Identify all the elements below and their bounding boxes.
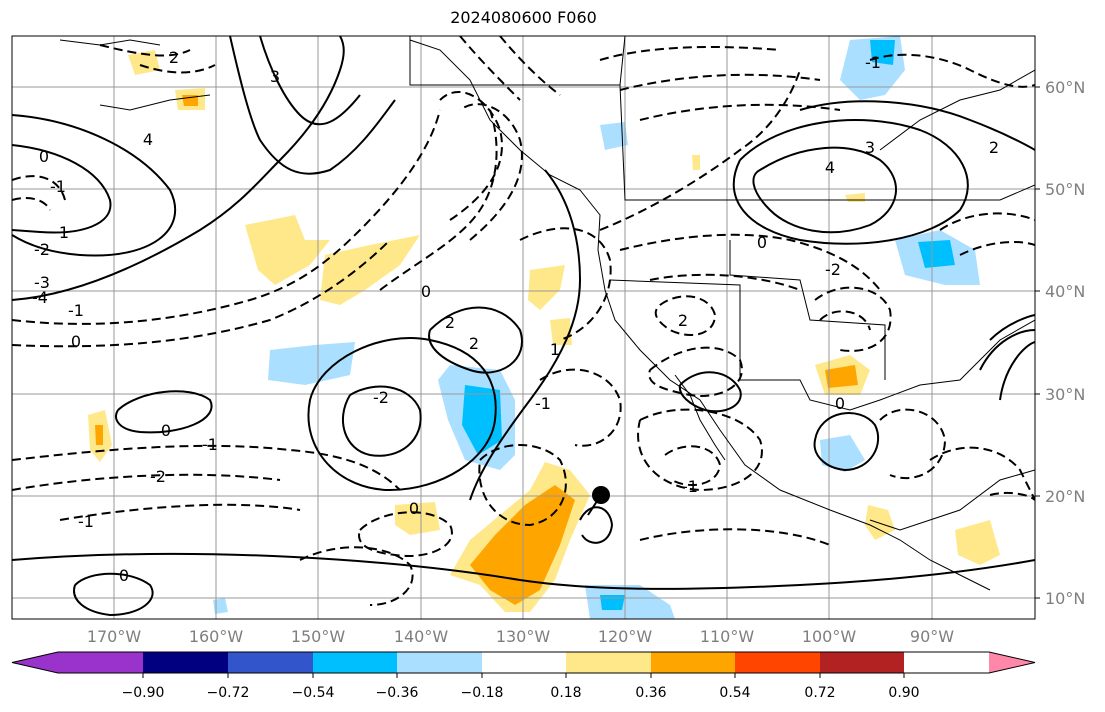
contour-label: 0 — [161, 421, 171, 440]
contour-label: -3 — [34, 273, 50, 292]
colorbar-swatch — [58, 652, 143, 673]
lat-label: 20°N — [1045, 487, 1085, 506]
colorbar-swatch — [397, 652, 482, 673]
anomaly-shading — [88, 36, 1000, 619]
lon-label: 100°W — [802, 627, 857, 646]
colorbar-tick-label: 0.90 — [888, 685, 919, 701]
contours-dashed — [12, 36, 1035, 606]
lon-label: 90°W — [910, 627, 954, 646]
colorbar-swatch — [989, 652, 1035, 673]
contour-label: -1 — [68, 301, 84, 320]
colorbar-tick-label: 0.72 — [804, 685, 835, 701]
contour-label: 2 — [445, 313, 455, 332]
colorbar-swatch — [228, 652, 313, 673]
contour-label: 0 — [409, 499, 419, 518]
colorbar-tick-label: 0.54 — [719, 685, 750, 701]
contour-label: 2 — [678, 311, 688, 330]
colorbar-tick-label: −0.54 — [292, 685, 335, 701]
colorbar-tick-label: −0.90 — [122, 685, 165, 701]
contour-label: 2 — [989, 138, 999, 157]
lat-label: 30°N — [1045, 385, 1085, 404]
longitude-labels: 170°W 160°W 150°W 140°W 130°W 120°W 110°… — [87, 627, 954, 646]
contour-label: -2 — [150, 467, 166, 486]
colorbar-tick-labels: −0.90 −0.72 −0.54 −0.36 −0.18 0.18 0.36 … — [122, 685, 920, 701]
contour-label: 0 — [39, 147, 49, 166]
contour-label: -2 — [825, 260, 841, 279]
lon-label: 130°W — [496, 627, 551, 646]
contour-label: -1 — [50, 177, 66, 196]
map-frame — [11, 35, 1036, 620]
contour-label: 3 — [270, 67, 280, 86]
contour-label: -1 — [535, 394, 551, 413]
colorbar — [11, 651, 1036, 678]
contour-label: -1 — [78, 512, 94, 531]
contour-label: 4 — [825, 158, 835, 177]
contour-label: 2 — [469, 334, 479, 353]
contour-labels: 2 0 -1 4 3 1 -2 -3 -4 0 -1 2 -2 0 -1 -2 … — [32, 48, 999, 585]
lon-label: 160°W — [189, 627, 244, 646]
colorbar-swatch — [482, 652, 566, 673]
colorbar-outline — [11, 651, 1036, 674]
colorbar-swatch — [143, 652, 228, 673]
contour-label: 0 — [757, 233, 767, 252]
contour-label: 0 — [119, 566, 129, 585]
colorbar-tick-label: 0.18 — [550, 685, 581, 701]
storm-position-marker — [587, 486, 610, 516]
colorbar-swatch — [735, 652, 820, 673]
contour-label: 3 — [865, 138, 875, 157]
contour-label: -1 — [865, 53, 881, 72]
contour-label: -1 — [682, 477, 698, 496]
contour-label: -1 — [202, 435, 218, 454]
contour-label: 1 — [59, 223, 69, 242]
lon-label: 150°W — [291, 627, 346, 646]
colorbar-tick-label: −0.36 — [376, 685, 419, 701]
lon-label: 170°W — [87, 627, 142, 646]
colorbar-swatch — [12, 652, 58, 673]
contours-solid — [12, 36, 1035, 617]
contour-label: 0 — [71, 332, 81, 351]
lon-label: 140°W — [394, 627, 449, 646]
contour-label: 0 — [421, 282, 431, 301]
map-title: 2024080600 F060 — [450, 8, 597, 27]
contour-label: -2 — [373, 388, 389, 407]
contour-label: -2 — [34, 240, 50, 259]
colorbar-swatch — [651, 652, 735, 673]
colorbar-swatch — [566, 652, 651, 673]
lat-label: 10°N — [1045, 589, 1085, 608]
colorbar-tick-label: −0.18 — [461, 685, 504, 701]
contour-label: 0 — [835, 394, 845, 413]
lon-label: 120°W — [598, 627, 653, 646]
contour-label: 1 — [550, 340, 560, 359]
colorbar-tick-label: −0.72 — [207, 685, 250, 701]
contour-label: 2 — [169, 48, 179, 67]
contour-label: 4 — [143, 130, 153, 149]
colorbar-swatch — [820, 652, 904, 673]
colorbar-tick-label: 0.36 — [635, 685, 666, 701]
lat-label: 60°N — [1045, 78, 1085, 97]
contour-label: -4 — [32, 288, 48, 307]
colorbar-swatch — [313, 652, 397, 673]
lon-label: 110°W — [700, 627, 755, 646]
lat-label: 50°N — [1045, 180, 1085, 199]
graticule — [12, 36, 1035, 619]
latitude-labels: 60°N 50°N 40°N 30°N 20°N 10°N — [1035, 78, 1085, 608]
lat-label: 40°N — [1045, 282, 1085, 301]
coastlines — [59, 36, 1035, 591]
